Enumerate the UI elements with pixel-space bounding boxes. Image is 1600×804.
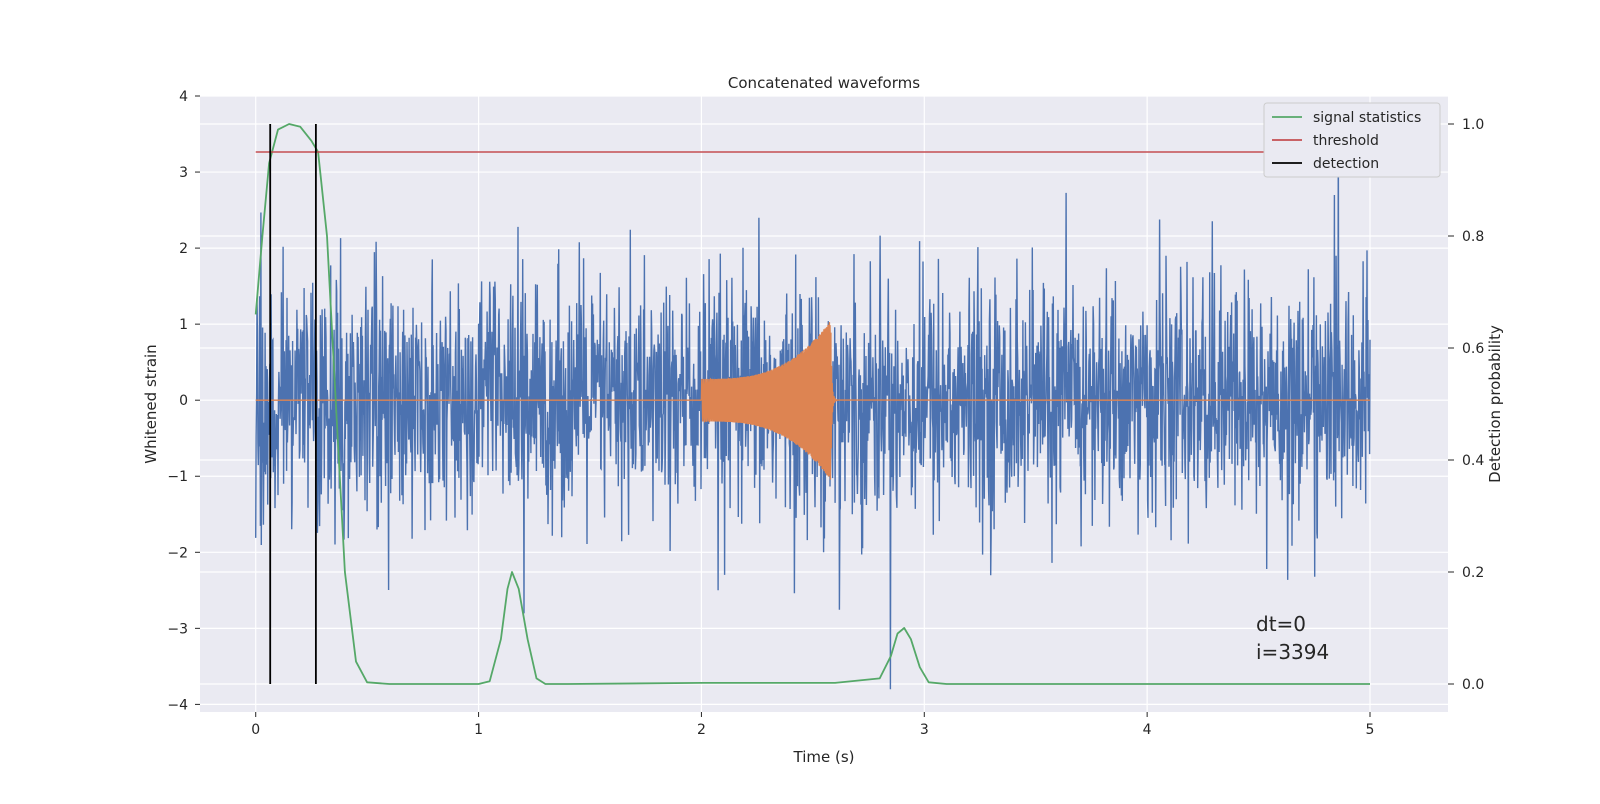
y-axis-label: Whitened strain (142, 344, 160, 463)
signal-statistics-line (254, 123, 1370, 685)
legend-label-detection: detection (1313, 156, 1379, 172)
x-tick-label: 3 (920, 722, 929, 738)
annotations: dt=0 i=3394 (1256, 612, 1329, 664)
x-tick-label: 0 (251, 722, 260, 738)
chart-title: Concatenated waveforms (728, 74, 920, 92)
y2-tick-label: 0.0 (1462, 677, 1484, 693)
legend-box (1263, 102, 1441, 178)
y-tick-label: −4 (167, 697, 188, 713)
legend-label-statistics: signal statistics (1313, 110, 1421, 126)
legend-label-threshold: threshold (1313, 133, 1379, 149)
series-layer (254, 122, 1371, 690)
y-tick-label: −3 (167, 621, 188, 637)
annotation-dt: dt=0 (1256, 612, 1306, 636)
y2-tick-label: 1.0 (1462, 117, 1484, 133)
y-tick-label: 3 (179, 165, 188, 181)
y2-tick-label: 0.4 (1462, 453, 1484, 469)
x-tick-label: 2 (697, 722, 706, 738)
y-tick-label: 4 (179, 89, 188, 105)
y-tick-label: 0 (179, 393, 188, 409)
x-tick-label: 1 (474, 722, 483, 738)
x-tick-label: 4 (1143, 722, 1152, 738)
legend: signal statistics threshold detection (1263, 102, 1441, 178)
y2-tick-label: 0.6 (1462, 341, 1484, 357)
y2-tick-label: 0.8 (1462, 229, 1484, 245)
annotation-index: i=3394 (1256, 640, 1329, 664)
axes-layer: 0 1 2 3 4 5 −4 −3 −2 −1 0 1 2 3 4 0.0 0.2 0.4 0.6 0.8 1.0 (167, 89, 1484, 738)
y2-tick-label: 0.2 (1462, 565, 1484, 581)
y-tick-label: −2 (167, 545, 188, 561)
x-axis-label: Time (s) (793, 748, 855, 766)
y-tick-label: 2 (179, 241, 188, 257)
injection-line (255, 322, 1371, 480)
y2-axis-label: Detection probability (1486, 325, 1504, 483)
y-tick-label: −1 (167, 469, 188, 485)
x-tick-label: 5 (1366, 722, 1375, 738)
y-tick-label: 1 (179, 317, 188, 333)
